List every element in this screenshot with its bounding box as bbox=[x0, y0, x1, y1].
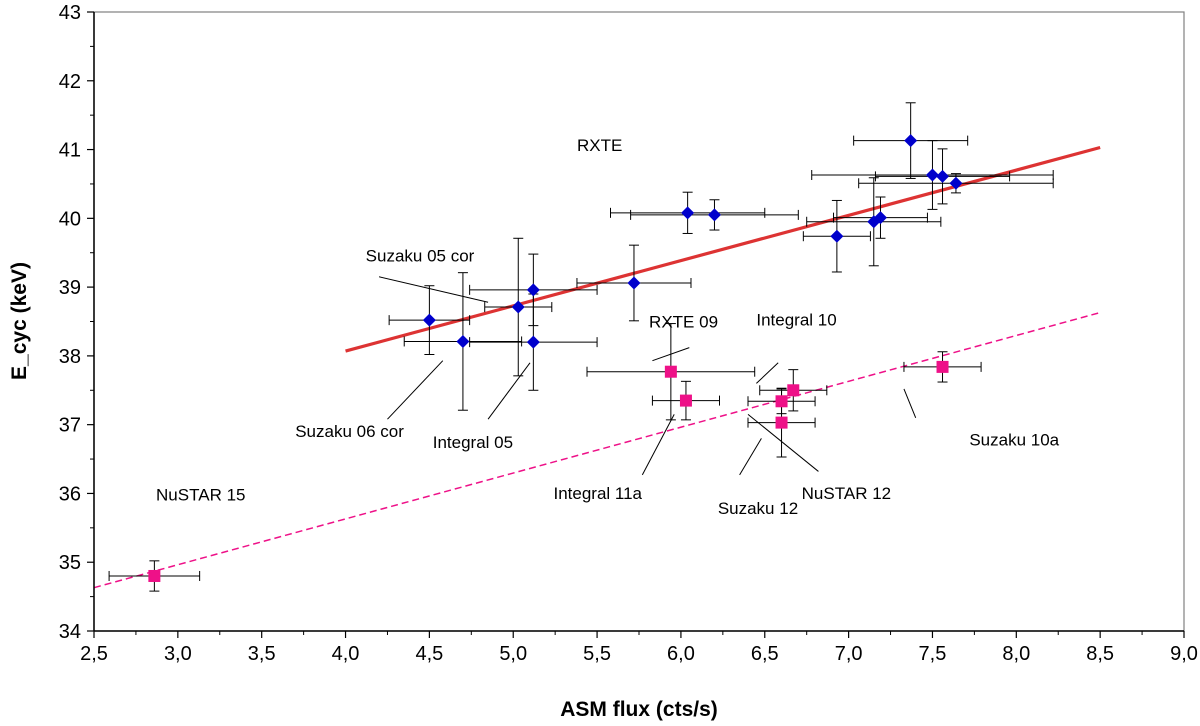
data-point-rxte bbox=[925, 168, 939, 182]
y-axis-title: E_cyc (keV) bbox=[8, 262, 31, 380]
data-point-rxte bbox=[526, 335, 540, 349]
x-tick-label: 7,0 bbox=[835, 643, 863, 665]
x-tick-label: 7,5 bbox=[919, 643, 947, 665]
leader-line bbox=[387, 360, 444, 420]
data-point-other bbox=[775, 395, 788, 408]
annotation-label: Integral 05 bbox=[433, 433, 513, 452]
y-tick-label: 41 bbox=[59, 140, 81, 162]
data-point-rxte bbox=[511, 300, 525, 314]
plot-area bbox=[93, 11, 1185, 632]
data-point-rxte bbox=[681, 206, 695, 220]
annotation-label: RXTE 09 bbox=[649, 313, 718, 332]
leader-line bbox=[756, 362, 779, 384]
leader-line bbox=[903, 388, 917, 418]
axes: 2,5 3,0 3,5 4,0 4,5 5,0 5,5 6,0 6,5 7,0 7,5 8,0 8,5 9… bbox=[59, 2, 1198, 665]
x-tick-label: 8,5 bbox=[1086, 643, 1114, 665]
x-tick-label: 8,0 bbox=[1002, 643, 1030, 665]
annotation-label: Suzaku 05 cor bbox=[366, 247, 475, 266]
y-tick-label: 42 bbox=[59, 71, 81, 93]
data-point-rxte bbox=[830, 229, 844, 243]
annotation-label: NuSTAR 12 bbox=[802, 484, 891, 503]
y-tick-label: 43 bbox=[59, 2, 81, 24]
leader-line bbox=[378, 276, 489, 303]
data-point-rxte bbox=[627, 276, 641, 290]
x-tick-label: 5,0 bbox=[499, 643, 527, 665]
data-point-rxte bbox=[936, 169, 950, 183]
x-axis-title: ASM flux (cts/s) bbox=[560, 698, 718, 721]
annotation-label: Integral 11a bbox=[553, 484, 642, 503]
y-tick-label: 36 bbox=[59, 483, 81, 505]
x-tick-label: 4,5 bbox=[415, 643, 443, 665]
fit-lines bbox=[93, 145, 1101, 589]
y-tick-label: 38 bbox=[59, 346, 81, 368]
x-tick-label: 5,5 bbox=[583, 643, 611, 665]
annotation-label: Suzaku 12 bbox=[718, 499, 798, 518]
leader-line bbox=[487, 362, 531, 420]
annotation-label: NuSTAR 15 bbox=[156, 485, 245, 504]
leader-line bbox=[641, 414, 675, 476]
x-tick-label: 3,0 bbox=[164, 643, 192, 665]
fit-line-rxte bbox=[345, 145, 1101, 353]
annotation-label: Suzaku 06 cor bbox=[295, 422, 404, 441]
y-tick-label: 40 bbox=[59, 208, 81, 230]
fit-line-other bbox=[93, 311, 1101, 589]
data-point-other bbox=[148, 569, 161, 582]
annotation-leader-lines bbox=[378, 276, 917, 476]
data-point-rxte bbox=[949, 176, 963, 190]
data-point-rxte bbox=[422, 313, 436, 327]
data-point-rxte bbox=[456, 334, 470, 348]
y-tick-label: 35 bbox=[59, 552, 81, 574]
x-tick-label: 4,0 bbox=[332, 643, 360, 665]
data-point-rxte bbox=[707, 208, 721, 222]
data-point-other bbox=[936, 360, 949, 373]
data-point-rxte bbox=[873, 211, 887, 225]
annotation-label: Suzaku 10a bbox=[969, 430, 1059, 449]
data-point-other bbox=[775, 416, 788, 429]
y-tick-label: 37 bbox=[59, 415, 81, 437]
data-point-other bbox=[664, 365, 677, 378]
x-tick-label: 6,5 bbox=[751, 643, 779, 665]
data-point-other bbox=[679, 394, 692, 407]
x-tick-label: 3,5 bbox=[248, 643, 276, 665]
y-tick-label: 39 bbox=[59, 277, 81, 299]
x-tick-label: 9,0 bbox=[1170, 643, 1198, 665]
data-markers bbox=[148, 134, 963, 582]
annotations: RXTE Suzaku 05 cor RXTE 09 Integral 10 Suzak… bbox=[156, 136, 1060, 518]
x-tick-label: 6,0 bbox=[667, 643, 695, 665]
x-tick-label: 2,5 bbox=[80, 643, 108, 665]
annotation-label: RXTE bbox=[577, 136, 622, 155]
data-point-other bbox=[787, 384, 800, 397]
data-point-rxte bbox=[904, 134, 918, 148]
annotation-label: Integral 10 bbox=[756, 311, 836, 330]
y-tick-label: 34 bbox=[59, 621, 81, 643]
data-point-rxte bbox=[526, 283, 540, 297]
leader-line bbox=[747, 413, 819, 472]
leader-line bbox=[739, 438, 762, 476]
